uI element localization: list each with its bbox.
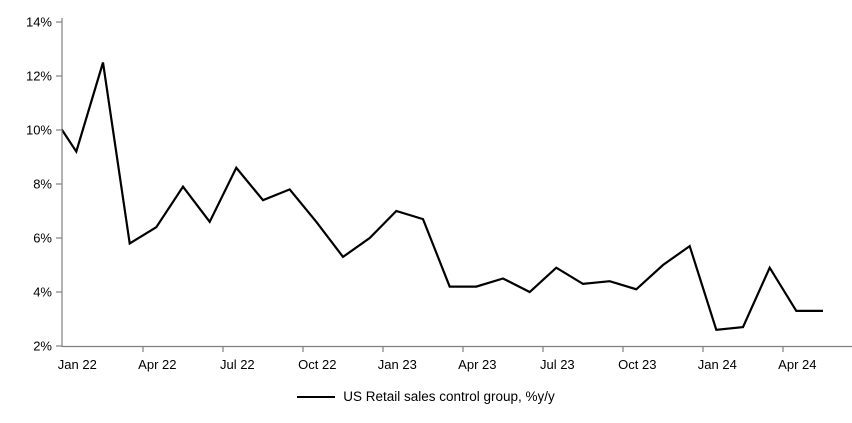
x-tick-label: Jan 22: [58, 357, 97, 372]
x-tick-label: Jan 24: [698, 357, 737, 372]
y-tick-label: 10%: [26, 123, 52, 138]
y-tick-label: 8%: [33, 177, 52, 192]
series-line-retail-control-group: [62, 62, 823, 331]
x-tick-label: Jul 22: [220, 357, 255, 372]
y-tick-label: 6%: [33, 231, 52, 246]
y-tick-label: 4%: [33, 285, 52, 300]
x-tick-label: Jan 23: [378, 357, 417, 372]
y-tick-label: 12%: [26, 69, 52, 84]
y-tick-label: 14%: [26, 15, 52, 30]
x-tick-label: Apr 23: [458, 357, 496, 372]
x-tick-label: Oct 22: [298, 357, 336, 372]
x-tick-label: Apr 22: [138, 357, 176, 372]
x-tick-label: Oct 23: [618, 357, 656, 372]
legend-label: US Retail sales control group, %y/y: [343, 389, 555, 404]
y-tick-label: 2%: [33, 339, 52, 354]
x-tick-label: Jul 23: [540, 357, 575, 372]
x-tick-label: Apr 24: [778, 357, 816, 372]
legend-line-sample: [297, 395, 336, 398]
legend: US Retail sales control group, %y/y: [0, 389, 852, 404]
